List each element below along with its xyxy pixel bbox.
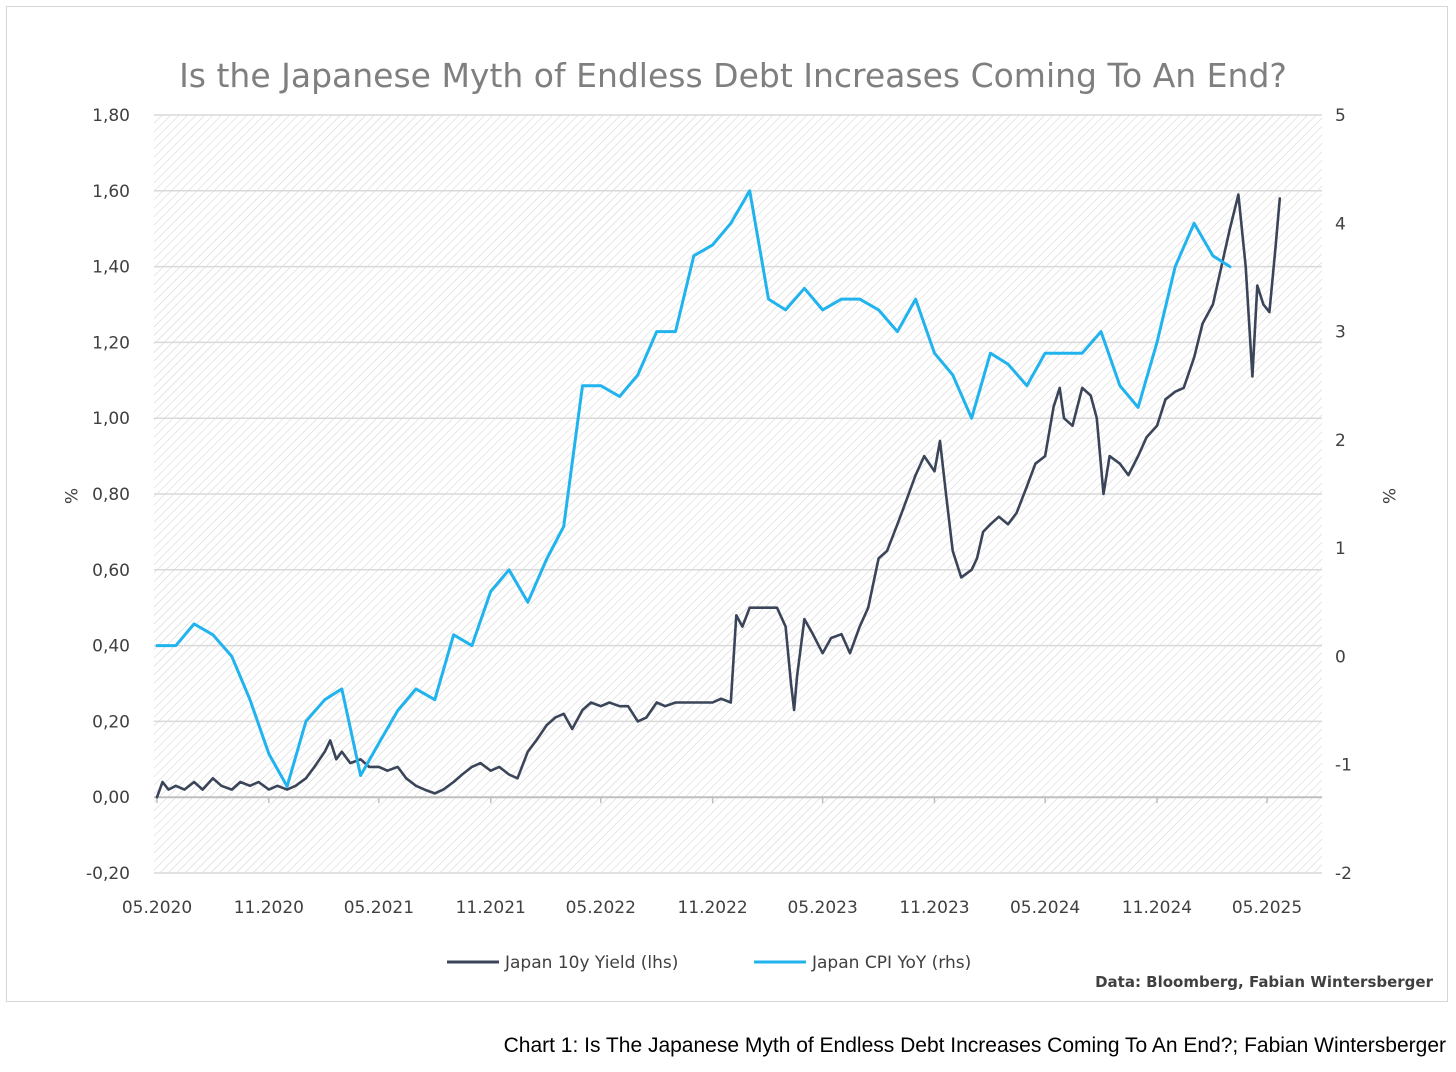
left-tick-label: 1,20 xyxy=(92,333,130,353)
right-tick-label: 4 xyxy=(1335,214,1346,234)
left-tick-label: 1,60 xyxy=(92,182,130,202)
right-axis-label: % xyxy=(1378,488,1398,504)
right-tick-label: 3 xyxy=(1335,323,1346,343)
x-tick-label: 05.2020 xyxy=(122,898,192,918)
series-layer xyxy=(155,189,1282,799)
series-line-japan-10y-yield xyxy=(155,193,1282,799)
x-tick-label: 05.2022 xyxy=(566,898,636,918)
left-axis-ticks: -0,20 0,00 0,20 0,40 0,60 0,80 1,00 1,20 1,40 1,6… xyxy=(86,106,130,884)
right-axis-ticks: -2 -1 0 1 2 3 4 5 xyxy=(1335,106,1352,884)
left-tick-label: 1,80 xyxy=(92,106,130,126)
legend-label: Japan CPI YoY (rhs) xyxy=(811,953,971,973)
right-tick-label: -2 xyxy=(1335,864,1352,884)
left-tick-label: 1,00 xyxy=(92,409,130,429)
series-line-japan-cpi-yoy xyxy=(155,189,1232,788)
legend: Japan 10y Yield (lhs) Japan CPI YoY (rhs) xyxy=(447,953,971,973)
x-tick-label: 11.2020 xyxy=(234,898,304,918)
x-tick-label: 11.2021 xyxy=(456,898,526,918)
x-tick-label: 05.2025 xyxy=(1232,898,1302,918)
chart-frame: Is the Japanese Myth of Endless Debt Inc… xyxy=(6,6,1448,1002)
legend-label: Japan 10y Yield (lhs) xyxy=(504,953,678,973)
left-tick-label: 0,40 xyxy=(92,637,130,657)
left-tick-label: 0,80 xyxy=(92,485,130,505)
chart-title: Is the Japanese Myth of Endless Debt Inc… xyxy=(179,56,1287,95)
x-tick-label: 05.2024 xyxy=(1010,898,1080,918)
left-tick-label: -0,20 xyxy=(86,864,130,884)
x-tick-label: 11.2023 xyxy=(899,898,969,918)
right-tick-label: 0 xyxy=(1335,647,1346,667)
source-note: Data: Bloomberg, Fabian Wintersberger xyxy=(1095,973,1434,991)
right-tick-label: -1 xyxy=(1335,756,1352,776)
x-axis-ticks: 05.2020 11.2020 05.2021 11.2021 05.2022 11.20… xyxy=(122,797,1302,918)
right-tick-label: 5 xyxy=(1335,106,1346,126)
chart-svg: Is the Japanese Myth of Endless Debt Inc… xyxy=(60,56,1434,991)
x-tick-label: 11.2022 xyxy=(677,898,747,918)
right-tick-label: 1 xyxy=(1335,539,1346,559)
left-tick-label: 0,00 xyxy=(92,788,130,808)
left-tick-label: 0,20 xyxy=(92,712,130,732)
figure-caption: Chart 1: Is The Japanese Myth of Endless… xyxy=(503,1034,1446,1057)
left-tick-label: 0,60 xyxy=(92,561,130,581)
x-tick-label: 05.2023 xyxy=(787,898,857,918)
left-tick-label: 1,40 xyxy=(92,258,130,278)
x-tick-label: 05.2021 xyxy=(344,898,414,918)
x-tick-label: 11.2024 xyxy=(1122,898,1192,918)
left-axis-label: % xyxy=(60,488,80,504)
right-tick-label: 2 xyxy=(1335,431,1346,451)
